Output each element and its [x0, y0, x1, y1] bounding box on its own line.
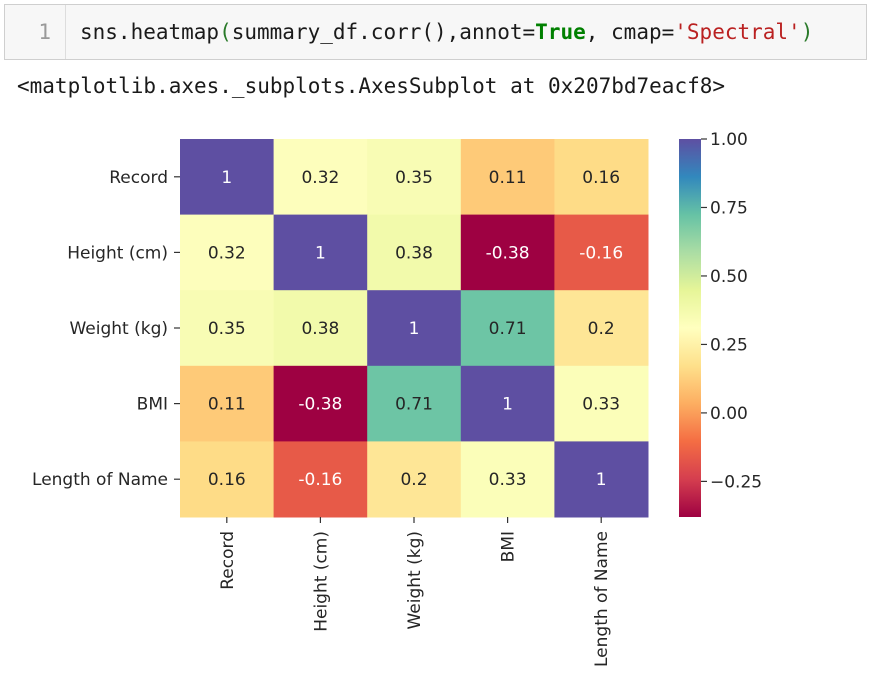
x-tick-label: Height (cm) — [311, 531, 331, 632]
code-token: True — [535, 20, 586, 44]
colorbar: 1.00 0.75 0.50 0.25 0.00 −0.25 — [679, 130, 762, 517]
heatmap-cell — [460, 441, 555, 518]
heatmap-cell — [554, 441, 649, 518]
x-tick-label: BMI — [499, 531, 519, 562]
colorbar-tick-label: 0.50 — [710, 267, 748, 287]
cell-annotation: 1 — [409, 319, 420, 339]
cell-annotation: 1 — [221, 168, 232, 188]
heatmap-cell — [460, 139, 555, 216]
cell-annotation: -0.38 — [486, 243, 530, 263]
heatmap-cell — [273, 290, 368, 367]
heatmap-cell — [180, 139, 275, 216]
cell-annotation: -0.16 — [298, 470, 342, 490]
x-tick-label: Length of Name — [592, 531, 612, 667]
cell-annotation: -0.16 — [579, 243, 623, 263]
heatmap-cell — [367, 441, 462, 518]
cell-annotation: 0.71 — [395, 395, 433, 415]
heatmap-cell — [180, 214, 275, 291]
code-token: sns.heatmap — [80, 20, 220, 44]
y-tick-label: Height (cm) — [67, 243, 168, 263]
cell-annotation: 0.2 — [588, 319, 615, 339]
cell-annotation: 0.35 — [208, 319, 246, 339]
cell-annotation: 0.2 — [400, 470, 427, 490]
heatmap-cell — [460, 365, 555, 442]
colorbar-gradient — [679, 139, 701, 517]
heatmap-cell — [180, 290, 275, 367]
code-token: ) — [800, 20, 814, 44]
heatmap-cells — [180, 139, 649, 518]
code-token: 'Spectral' — [674, 20, 801, 44]
y-tick-labels: Record Height (cm) Weight (kg) BMI Length of… — [32, 168, 180, 490]
cell-annotation: 1 — [596, 470, 607, 490]
x-tick-label: Record — [218, 531, 238, 590]
cell-annotation: 0.16 — [208, 470, 246, 490]
colorbar-tick-label: 0.00 — [710, 404, 748, 424]
cell-annotation: -0.38 — [298, 395, 342, 415]
line-gutter: 1 — [5, 5, 66, 59]
cell-annotation: 0.71 — [489, 319, 527, 339]
code-token: summary_df.corr(),annot= — [231, 20, 536, 44]
heatmap-cell — [180, 441, 275, 518]
code-cell[interactable]: 1 sns.heatmap(summary_df.corr(),annot=Tr… — [4, 4, 867, 60]
code-token: , cmap= — [585, 20, 675, 44]
heatmap-cell — [367, 365, 462, 442]
cell-annotation: 1 — [502, 395, 513, 415]
x-tick-label: Weight (kg) — [405, 531, 425, 630]
code-line[interactable]: sns.heatmap(summary_df.corr(),annot=True… — [80, 20, 813, 44]
heatmap-cell — [367, 290, 462, 367]
heatmap-cell — [460, 290, 555, 367]
heatmap-cell — [554, 290, 649, 367]
cell-annotation: 0.32 — [208, 243, 246, 263]
colorbar-tick-label: 0.25 — [710, 335, 748, 355]
heatmap-cell — [273, 214, 368, 291]
y-tick-label: Length of Name — [32, 470, 168, 490]
heatmap-cell — [367, 214, 462, 291]
heatmap-cell — [180, 365, 275, 442]
code-token: ( — [219, 20, 232, 44]
cell-annotation: 0.35 — [395, 168, 433, 188]
heatmap-cell — [367, 139, 462, 216]
heatmap-cell — [554, 139, 649, 216]
cell-annotation: 0.11 — [489, 168, 527, 188]
y-tick-label: BMI — [137, 395, 168, 415]
heatmap-cell — [273, 441, 368, 518]
heatmap-cell — [554, 214, 649, 291]
heatmap-cell — [460, 214, 555, 291]
colorbar-tick-label: −0.25 — [710, 472, 762, 492]
cell-output-text: <matplotlib.axes._subplots.AxesSubplot a… — [17, 74, 726, 98]
heatmap-cell — [554, 365, 649, 442]
cell-annotation: 1 — [315, 243, 326, 263]
colorbar-tick-label: 0.75 — [710, 198, 748, 218]
cell-annotation: 0.33 — [582, 395, 620, 415]
cell-annotation: 0.38 — [395, 243, 433, 263]
heatmap-cell — [273, 365, 368, 442]
x-tick-labels: Record Height (cm) Weight (kg) BMI Length of… — [218, 517, 612, 667]
y-tick-label: Weight (kg) — [69, 319, 168, 339]
heatmap-cell — [273, 139, 368, 216]
y-tick-label: Record — [109, 168, 168, 188]
cell-annotation: 0.38 — [301, 319, 339, 339]
cell-annotation: 0.32 — [301, 168, 339, 188]
line-number: 1 — [38, 20, 51, 44]
cell-annotation: 0.11 — [208, 395, 246, 415]
heatmap-annotations: 1 0.32 0.35 0.11 0.16 0.32 1 0.38 -0.38 -0.16 0.35… — [208, 168, 623, 490]
cell-annotation: 0.16 — [582, 168, 620, 188]
cell-annotation: 0.33 — [489, 470, 527, 490]
colorbar-tick-label: 1.00 — [710, 130, 748, 150]
